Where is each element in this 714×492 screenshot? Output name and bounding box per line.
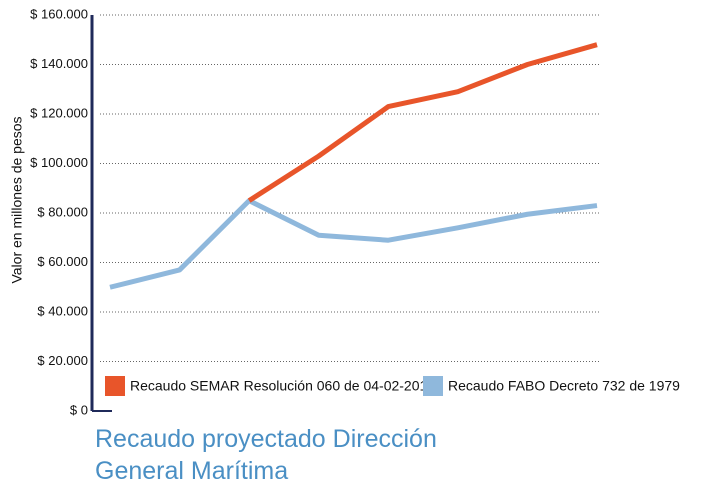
chart-title: Recaudo proyectado Dirección General Marí… bbox=[95, 425, 437, 485]
legend-label: Recaudo FABO Decreto 732 de 1979 bbox=[448, 378, 680, 394]
y-axis-label: Valor en millones de pesos bbox=[9, 116, 25, 283]
y-tick-label: $ 160.000 bbox=[30, 6, 88, 21]
legend-swatch bbox=[423, 376, 443, 396]
series-line bbox=[247, 42, 598, 203]
y-tick-label: $ 60.000 bbox=[37, 254, 88, 269]
y-tick-label: $ 100.000 bbox=[30, 155, 88, 170]
y-tick-label: $ 20.000 bbox=[37, 353, 88, 368]
legend-swatch bbox=[105, 376, 125, 396]
y-tick-label: $ 40.000 bbox=[37, 303, 88, 318]
y-tick-label: $ 120.000 bbox=[30, 105, 88, 120]
legend-label: Recaudo SEMAR Resolución 060 de 04-02-20… bbox=[130, 378, 435, 394]
y-tick-label: $ 80.000 bbox=[37, 204, 88, 219]
y-tick-label: $ 0 bbox=[70, 402, 88, 417]
y-tick-label: $ 140.000 bbox=[30, 56, 88, 71]
series-line bbox=[109, 198, 598, 290]
